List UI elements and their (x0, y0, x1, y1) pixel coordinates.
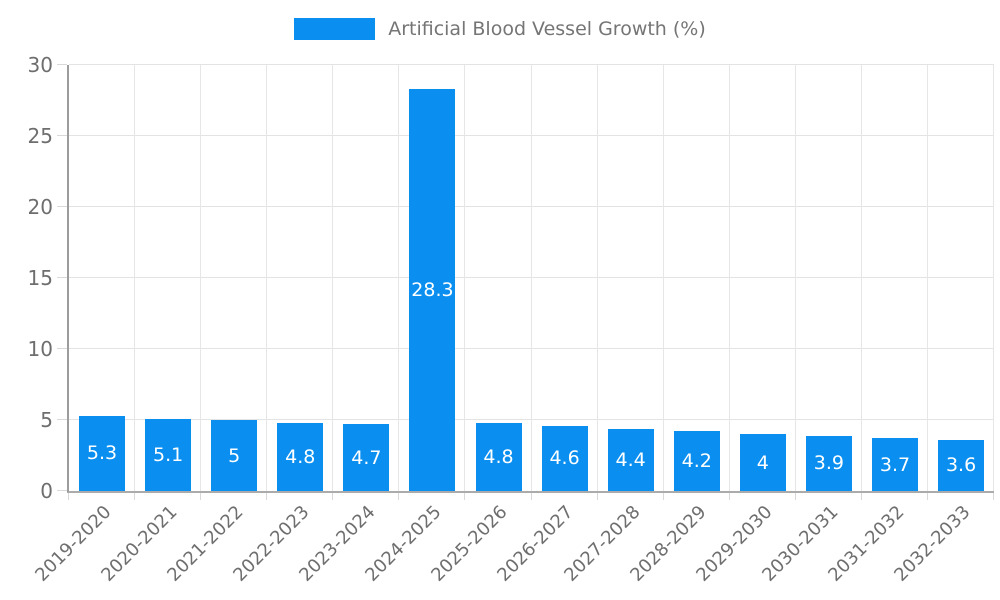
x-gridline (728, 65, 730, 491)
bar-value-label: 5.3 (86, 442, 118, 465)
x-gridline (662, 65, 664, 491)
x-gridline (860, 65, 862, 491)
bar-value-label: 3.9 (813, 452, 844, 475)
x-tick-mark (134, 493, 136, 500)
category-cell: 3.6 2032-2033 (890, 65, 995, 586)
x-tick-mark (332, 493, 334, 500)
plot-area: 0 5 10 15 20 25 30 5.3 2019-2020 5.1 2020-2021 5 20… (28, 55, 995, 586)
bar-value-label: 4 (756, 451, 769, 474)
x-tick-mark (68, 493, 69, 500)
x-tick-mark (200, 493, 202, 500)
x-tick-mark (794, 493, 796, 500)
category-cell: 4 2029-2030 (692, 65, 796, 586)
bar-value-label: 28.3 (411, 279, 454, 302)
y-gridline (69, 64, 994, 65)
y-axis-tick-label: 0 (40, 479, 53, 503)
y-tick-mark (57, 135, 67, 136)
legend-swatch (294, 18, 376, 40)
x-gridline (398, 65, 400, 491)
category-cell: 4.8 2025-2026 (428, 65, 532, 586)
x-tick-mark (398, 493, 400, 500)
y-tick-mark (57, 419, 67, 421)
x-gridline (530, 65, 532, 491)
bar-value-label: 4.2 (681, 450, 712, 473)
bar-2021-2022: 5 (211, 420, 258, 491)
bar-value-label: 4.8 (483, 445, 514, 468)
x-gridline (794, 65, 796, 491)
category-cell: 3.9 2030-2031 (758, 65, 862, 586)
x-tick-mark (993, 493, 995, 500)
category-cells: 5.3 2019-2020 5.1 2020-2021 5 2021-2022 4.8 202… (31, 65, 995, 586)
bar-value-label: 5.1 (153, 443, 184, 466)
bar-value-label: 5 (228, 444, 241, 467)
bar-value-label: 3.6 (945, 454, 977, 477)
bar-value-label: 4.8 (285, 445, 316, 468)
x-gridline (596, 65, 598, 491)
y-axis-tick-label: 30 (27, 53, 53, 77)
y-tick-mark (57, 206, 67, 208)
y-tick-mark (57, 490, 67, 491)
bar-value-label: 4.7 (351, 446, 382, 469)
category-cell: 5.3 2019-2020 (31, 65, 136, 586)
y-axis-tick-label: 10 (27, 337, 53, 362)
x-gridline (993, 65, 995, 491)
x-tick-mark (728, 493, 730, 500)
y-axis-tick-label: 25 (27, 124, 53, 148)
x-gridline (266, 65, 268, 491)
category-cell: 4.4 2027-2028 (560, 65, 664, 586)
bar-2022-2023: 4.8 (277, 422, 324, 491)
x-tick-mark (596, 493, 598, 500)
bar-2024-2025: 28.3 (409, 89, 456, 491)
bar-2032-2033: 3.6 (938, 439, 985, 491)
x-gridline (332, 65, 334, 491)
x-tick-mark (927, 493, 929, 500)
x-gridline (200, 65, 202, 491)
bar-2019-2020: 5.3 (79, 415, 126, 491)
category-cell: 5 2021-2022 (163, 65, 268, 586)
x-tick-mark (530, 493, 532, 500)
category-cell: 3.7 2031-2032 (824, 65, 929, 586)
bar-value-label: 3.7 (879, 453, 911, 476)
bar-2026-2027: 4.6 (541, 425, 588, 491)
y-tick-mark (57, 348, 67, 350)
category-cell: 4.2 2028-2029 (626, 65, 730, 586)
x-gridline (134, 65, 136, 491)
category-cell: 28.3 2024-2025 (362, 65, 466, 586)
bar-value-label: 4.6 (549, 447, 580, 470)
y-axis-tick-label: 20 (27, 195, 53, 220)
legend-label: Artificial Blood Vessel Growth (%) (388, 18, 706, 40)
bar-2031-2032: 3.7 (871, 438, 918, 491)
bar-2030-2031: 3.9 (805, 435, 852, 491)
y-tick-mark (57, 64, 67, 65)
bar-2020-2021: 5.1 (145, 418, 192, 491)
category-cell: 4.8 2022-2023 (229, 65, 334, 586)
x-gridline (927, 65, 929, 491)
x-tick-mark (266, 493, 268, 500)
bar-2023-2024: 4.7 (343, 424, 390, 491)
y-axis-tick-label: 5 (40, 408, 53, 433)
y-tick-mark (57, 277, 67, 278)
x-tick-mark (662, 493, 664, 500)
x-gridline (464, 65, 466, 491)
category-cell: 4.7 2023-2024 (296, 65, 400, 586)
category-cell: 4.6 2026-2027 (494, 65, 598, 586)
x-tick-mark (860, 493, 862, 500)
bar-2027-2028: 4.4 (607, 428, 654, 491)
category-cell: 5.1 2020-2021 (97, 65, 202, 586)
x-tick-mark (464, 493, 466, 500)
bar-2028-2029: 4.2 (673, 431, 720, 491)
bar-value-label: 4.4 (615, 448, 646, 471)
bar-2025-2026: 4.8 (475, 422, 522, 491)
y-axis-tick-label: 15 (27, 266, 53, 290)
legend: Artificial Blood Vessel Growth (%) (0, 18, 1000, 40)
bar-2029-2030: 4 (739, 434, 786, 491)
